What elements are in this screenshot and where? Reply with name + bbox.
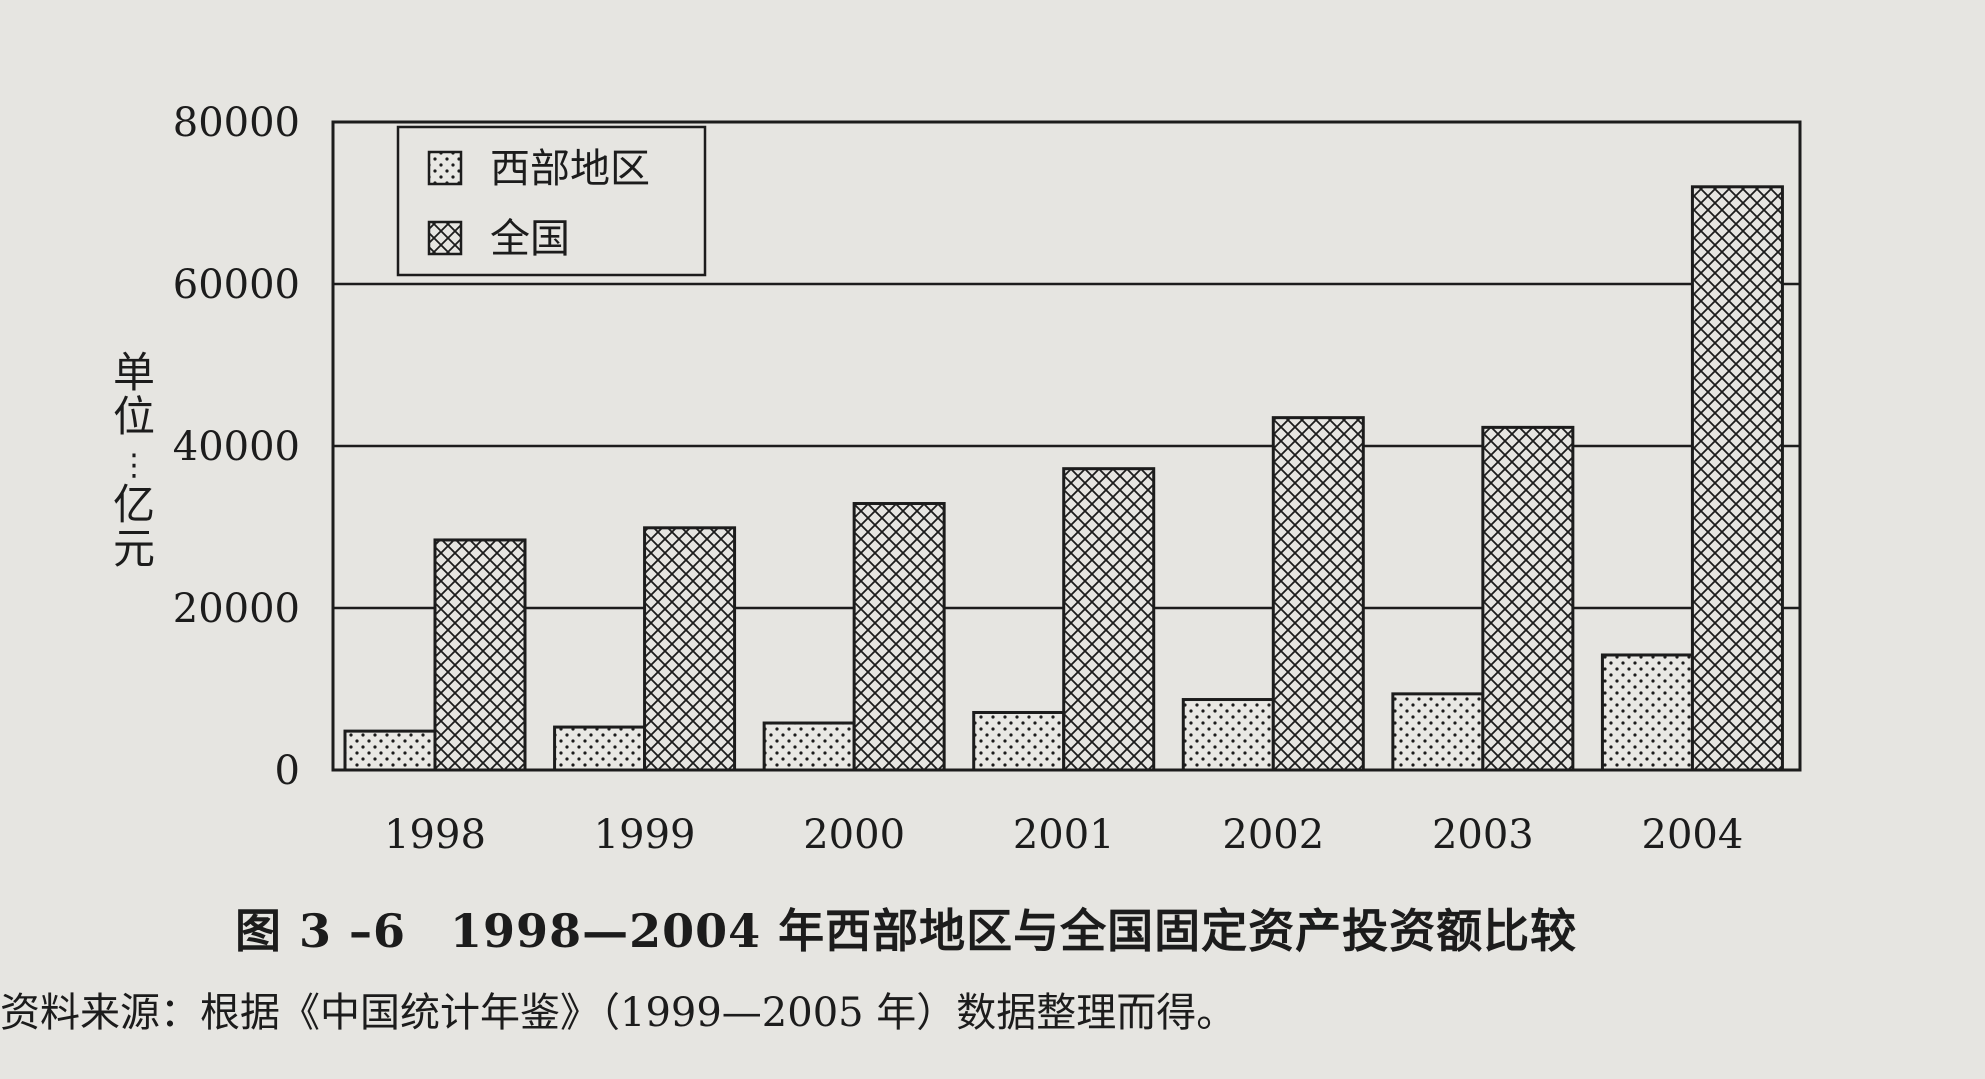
x-tick-label: 2003	[1432, 812, 1534, 858]
figure-number: 图 3 –6	[235, 904, 407, 958]
legend-swatch-national	[427, 220, 463, 256]
y-axis-label-char: 元	[113, 524, 155, 573]
y-axis-ticks: 0 20000 40000 60000 80000	[173, 100, 300, 794]
y-axis-label-char: 位	[113, 392, 155, 441]
y-tick-label: 20000	[173, 586, 300, 632]
x-axis-ticks: 1998 1999 2000 2001 2002 2003 2004	[384, 812, 1743, 858]
y-axis-label-char: ⋮	[119, 448, 149, 483]
x-tick-label: 2004	[1642, 812, 1744, 858]
bar-national-1998	[433, 538, 527, 772]
x-tick-label: 1999	[594, 812, 696, 858]
bar-west-2003	[1391, 692, 1485, 772]
bar-west-2002	[1181, 698, 1275, 772]
y-axis-label-char: 单	[113, 348, 155, 397]
bar-national-2000	[852, 502, 946, 772]
bar-west-1999	[553, 725, 647, 772]
bar-west-2004	[1600, 653, 1694, 772]
source-note: 资料来源：根据《中国统计年鉴》（1999—2005 年）数据整理而得。	[0, 990, 1237, 1036]
bar-west-2001	[972, 710, 1066, 772]
bar-national-2004	[1690, 185, 1784, 772]
figure-title: 1998—2004 年西部地区与全国固定资产投资额比较	[450, 904, 1578, 958]
y-tick-label: 0	[275, 748, 300, 794]
bar-west-2000	[762, 721, 856, 772]
y-axis-label-char: 亿	[113, 480, 155, 529]
plot-frame	[331, 120, 1802, 772]
legend-swatch-west	[427, 150, 463, 186]
y-tick-label: 80000	[173, 100, 300, 146]
bar-national-2002	[1271, 416, 1365, 772]
bars	[343, 185, 1784, 772]
bar-national-2003	[1481, 425, 1575, 772]
y-tick-label: 60000	[173, 262, 300, 308]
x-tick-label: 1998	[384, 812, 486, 858]
x-tick-label: 2000	[803, 812, 905, 858]
bar-national-1999	[643, 526, 737, 772]
y-tick-label: 40000	[173, 424, 300, 470]
legend-label-west: 西部地区	[490, 146, 650, 192]
legend-label-national: 全国	[490, 216, 570, 262]
x-tick-label: 2002	[1222, 812, 1324, 858]
x-tick-label: 2001	[1013, 812, 1115, 858]
y-axis-label: 单位 ⋮亿元	[113, 348, 155, 573]
bar-national-2001	[1062, 467, 1156, 772]
bar-west-1998	[343, 729, 437, 772]
figure-caption: 图 3 –6 1998—2004 年西部地区与全国固定资产投资额比较	[235, 895, 1577, 961]
